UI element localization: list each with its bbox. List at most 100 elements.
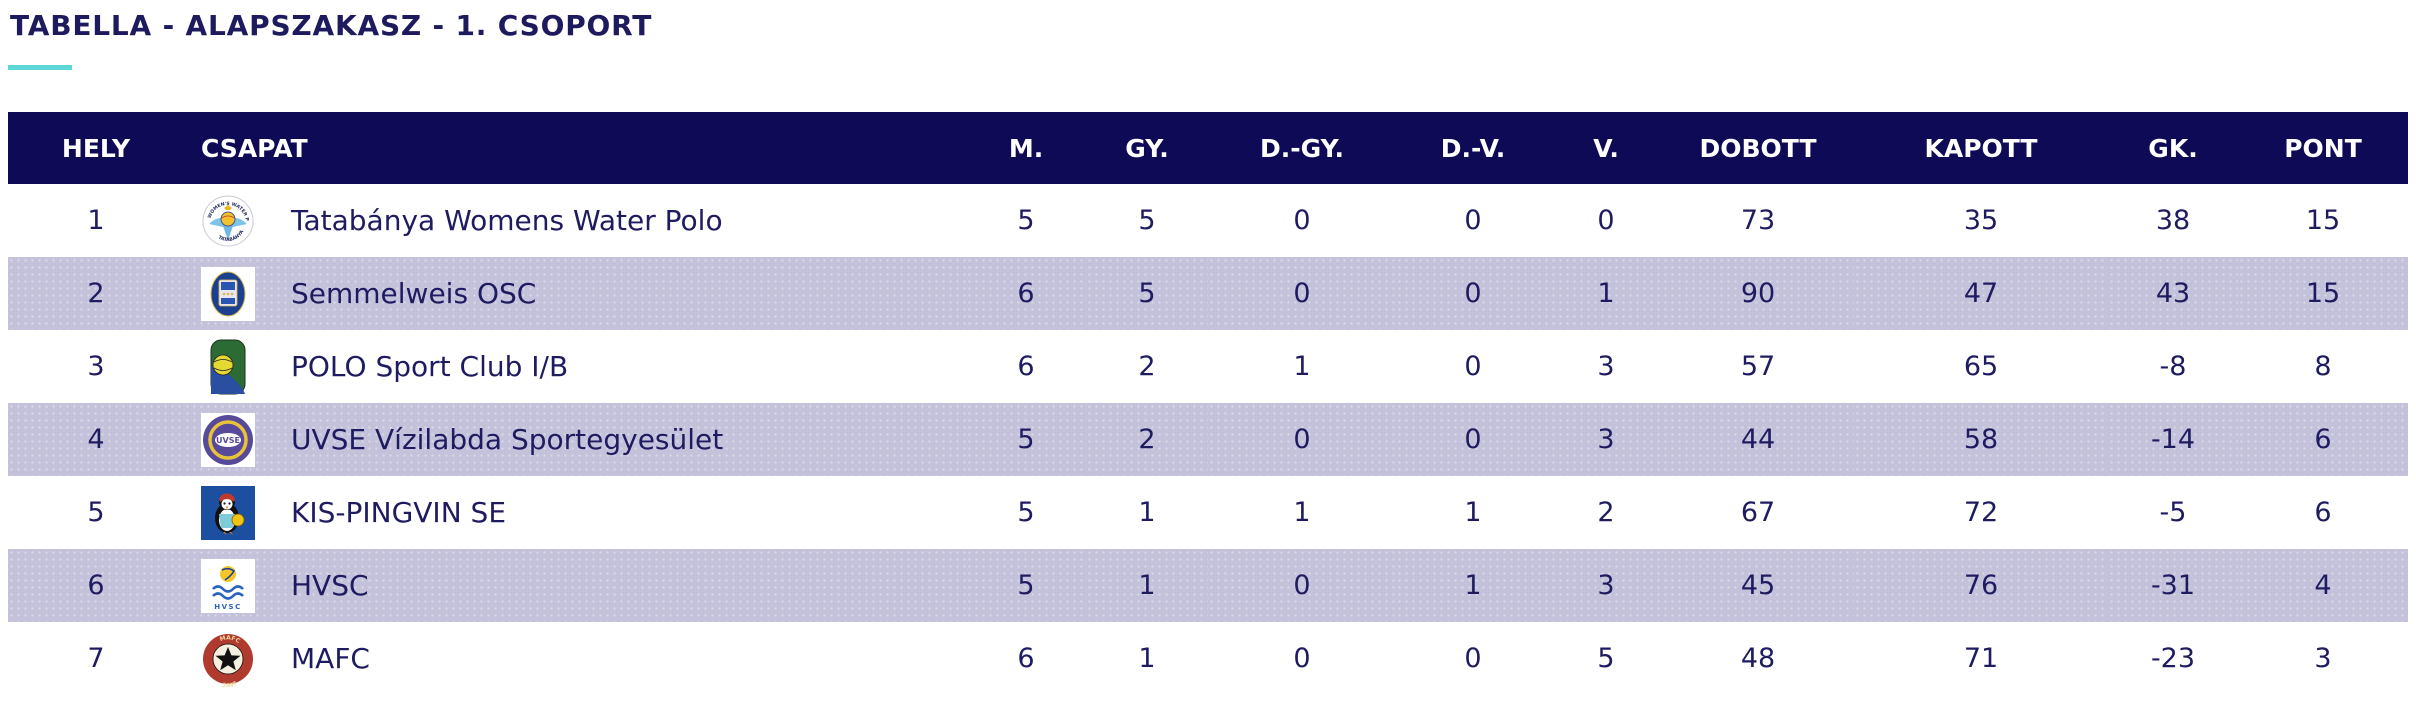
team-name: KIS-PINGVIN SE bbox=[291, 496, 507, 529]
stat-dgy: 1 bbox=[1293, 351, 1311, 382]
team-name: Semmelweis OSC bbox=[291, 277, 537, 310]
stat-dgy: 0 bbox=[1293, 643, 1311, 674]
stat-gk: -14 bbox=[2108, 403, 2238, 476]
stat-m: 5 bbox=[966, 549, 1086, 622]
stat-kapott: 72 bbox=[1963, 497, 1999, 528]
stat-gy: 5 bbox=[1138, 205, 1156, 236]
rank-cell: 7 bbox=[87, 643, 105, 674]
team-cell[interactable]: MAFC 1897 MAFC bbox=[184, 631, 966, 687]
team-cell[interactable]: POLO Sport Club I/B bbox=[184, 339, 966, 395]
stat-pont: 6 bbox=[2238, 403, 2408, 476]
table-row[interactable]: 4 UVSE UVSE Vízilabda Sportegyesület bbox=[8, 403, 2408, 476]
stat-dobott: 48 bbox=[1740, 643, 1776, 674]
team-name: UVSE Vízilabda Sportegyesület bbox=[291, 423, 724, 456]
stat-kapott: 76 bbox=[1854, 549, 2108, 622]
stat-gk: -5 bbox=[2159, 497, 2187, 528]
stat-dobott: 44 bbox=[1662, 403, 1854, 476]
rank-cell: 5 bbox=[87, 497, 105, 528]
stat-dv: 1 bbox=[1396, 549, 1550, 622]
team-cell[interactable]: HVSC HVSC bbox=[184, 558, 966, 614]
team-name: MAFC bbox=[291, 642, 370, 675]
page-title: TABELLA - ALAPSZAKASZ - 1. CSOPORT bbox=[10, 9, 653, 42]
table-row[interactable]: 7 MAFC 1897 bbox=[8, 622, 2408, 695]
stat-dobott: 57 bbox=[1740, 351, 1776, 382]
stat-dv: 0 bbox=[1464, 205, 1482, 236]
stat-dgy: 0 bbox=[1208, 257, 1396, 330]
table-row[interactable]: 1 bbox=[8, 184, 2408, 257]
uvse-logo-icon: UVSE bbox=[201, 412, 255, 468]
svg-text:HVSC: HVSC bbox=[214, 603, 241, 611]
rank-cell: 2 bbox=[8, 257, 184, 330]
table-row[interactable]: 2 Semm bbox=[8, 257, 2408, 330]
kis-pingvin-se-logo-icon bbox=[201, 485, 255, 541]
stat-dgy: 0 bbox=[1293, 205, 1311, 236]
stat-gy: 2 bbox=[1138, 351, 1156, 382]
stat-kapott: 71 bbox=[1963, 643, 1999, 674]
stat-gk: -31 bbox=[2108, 549, 2238, 622]
stat-v: 3 bbox=[1550, 403, 1662, 476]
title-underline bbox=[8, 65, 72, 70]
stat-gk: -8 bbox=[2159, 351, 2187, 382]
stat-gy: 1 bbox=[1138, 643, 1156, 674]
team-cell[interactable]: UVSE UVSE Vízilabda Sportegyesület bbox=[184, 412, 966, 468]
stat-kapott: 47 bbox=[1854, 257, 2108, 330]
stat-v: 2 bbox=[1597, 497, 1615, 528]
column-header-dobott: DOBOTT bbox=[1699, 133, 1817, 163]
table-row[interactable]: 6 HVSC HVSC 5 bbox=[8, 549, 2408, 622]
stat-dobott: 45 bbox=[1662, 549, 1854, 622]
column-header-gk: GK. bbox=[2148, 133, 2198, 163]
column-header-pont: PONT bbox=[2284, 133, 2362, 163]
stat-kapott: 65 bbox=[1963, 351, 1999, 382]
stat-dv: 0 bbox=[1396, 257, 1550, 330]
stat-gy: 1 bbox=[1138, 497, 1156, 528]
stat-v: 0 bbox=[1597, 205, 1615, 236]
stat-m: 5 bbox=[1017, 205, 1035, 236]
team-name: POLO Sport Club I/B bbox=[291, 350, 569, 383]
svg-text:MAFC: MAFC bbox=[219, 634, 242, 645]
team-cell[interactable]: WOMEN'S WATER POLO TATABÁNYA Tatabánya W… bbox=[184, 193, 966, 249]
stat-dv: 0 bbox=[1464, 643, 1482, 674]
column-header-m: M. bbox=[1008, 133, 1044, 163]
column-header-dv: D.-V. bbox=[1440, 133, 1506, 163]
stat-dobott: 73 bbox=[1740, 205, 1776, 236]
mafc-logo-icon: MAFC 1897 bbox=[201, 631, 255, 687]
stat-pont: 4 bbox=[2238, 549, 2408, 622]
stat-gk: 38 bbox=[2155, 205, 2191, 236]
stat-dgy: 1 bbox=[1293, 497, 1311, 528]
stat-gk: 43 bbox=[2108, 257, 2238, 330]
rank-cell: 1 bbox=[87, 205, 105, 236]
stat-dv: 0 bbox=[1396, 403, 1550, 476]
stat-gy: 5 bbox=[1086, 257, 1208, 330]
polo-sport-club-logo-icon bbox=[201, 339, 255, 395]
stat-m: 6 bbox=[966, 257, 1086, 330]
stat-dv: 1 bbox=[1464, 497, 1482, 528]
table-row[interactable]: 5 bbox=[8, 476, 2408, 549]
stat-m: 5 bbox=[1017, 497, 1035, 528]
column-header-v: V. bbox=[1593, 133, 1619, 163]
stat-gy: 2 bbox=[1086, 403, 1208, 476]
hvsc-logo-icon: HVSC bbox=[201, 558, 255, 614]
stat-dobott: 67 bbox=[1740, 497, 1776, 528]
svg-text:1897: 1897 bbox=[221, 680, 239, 687]
stat-pont: 3 bbox=[2314, 643, 2332, 674]
stat-pont: 6 bbox=[2314, 497, 2332, 528]
column-header-hely: HELY bbox=[61, 133, 131, 163]
table-header-row: HELY CSAPAT M. GY. D.-GY. D.-V. V. DOBOT… bbox=[8, 112, 2408, 184]
team-cell[interactable]: Semmelweis OSC bbox=[184, 266, 966, 322]
stat-dobott: 90 bbox=[1662, 257, 1854, 330]
svg-text:UVSE: UVSE bbox=[216, 436, 240, 445]
team-cell[interactable]: KIS-PINGVIN SE bbox=[184, 485, 966, 541]
column-header-csapat: CSAPAT bbox=[201, 133, 308, 163]
stat-pont: 15 bbox=[2238, 257, 2408, 330]
column-header-dgy: D.-GY. bbox=[1259, 133, 1345, 163]
rank-cell: 6 bbox=[8, 549, 184, 622]
table-row[interactable]: 3 POLO Sport Club I/B 6 2 1 bbox=[8, 330, 2408, 403]
stat-m: 6 bbox=[1017, 351, 1035, 382]
tatabanya-womens-water-polo-logo-icon: WOMEN'S WATER POLO TATABÁNYA bbox=[201, 193, 255, 249]
rank-cell: 3 bbox=[87, 351, 105, 382]
team-name: HVSC bbox=[291, 569, 369, 602]
stat-pont: 8 bbox=[2314, 351, 2332, 382]
semmelweis-osc-logo-icon bbox=[201, 266, 255, 322]
stat-gk: -23 bbox=[2150, 643, 2196, 674]
stat-kapott: 58 bbox=[1854, 403, 2108, 476]
